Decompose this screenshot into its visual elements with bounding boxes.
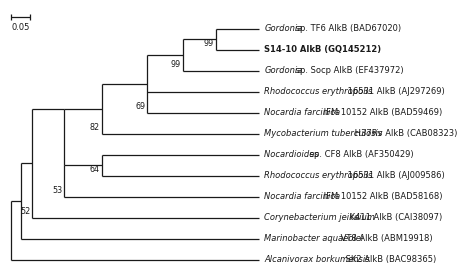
Text: Gordonia: Gordonia: [264, 24, 302, 33]
Text: 53: 53: [52, 186, 62, 195]
Text: Nocardia farcinica: Nocardia farcinica: [264, 108, 340, 117]
Text: Marinobacter aquaeolei: Marinobacter aquaeolei: [264, 234, 364, 243]
Text: sp. Socp AlkB (EF437972): sp. Socp AlkB (EF437972): [293, 66, 403, 75]
Text: IFM 10152 AlkB (BAD58168): IFM 10152 AlkB (BAD58168): [321, 192, 442, 201]
Text: 82: 82: [90, 123, 100, 132]
Text: sp. CF8 AlkB (AF350429): sp. CF8 AlkB (AF350429): [307, 150, 413, 159]
Text: Corynebacterium jeikeium: Corynebacterium jeikeium: [264, 213, 375, 222]
Text: 52: 52: [20, 207, 30, 216]
Text: VT8 AlkB (ABM19918): VT8 AlkB (ABM19918): [338, 234, 433, 243]
Text: 16531 AlkB (AJ009586): 16531 AlkB (AJ009586): [345, 171, 445, 180]
Text: S14-10 AlkB (GQ145212): S14-10 AlkB (GQ145212): [264, 45, 381, 54]
Text: 16531 AlkB (AJ297269): 16531 AlkB (AJ297269): [345, 87, 445, 96]
Text: 64: 64: [90, 165, 100, 174]
Text: Alcanivorax borkumensis: Alcanivorax borkumensis: [264, 255, 370, 264]
Text: 99: 99: [171, 60, 181, 69]
Text: Rhodococcus erythropolis: Rhodococcus erythropolis: [264, 87, 373, 96]
Text: Nocardioides: Nocardioides: [264, 150, 321, 159]
Text: Gordonia: Gordonia: [264, 66, 302, 75]
Text: 99: 99: [203, 39, 214, 48]
Text: K411 AlkB (CAI38097): K411 AlkB (CAI38097): [347, 213, 442, 222]
Text: 0.05: 0.05: [11, 23, 30, 33]
Text: sp. TF6 AlkB (BAD67020): sp. TF6 AlkB (BAD67020): [293, 24, 401, 33]
Text: Mycobacterium tuberculosis: Mycobacterium tuberculosis: [264, 129, 383, 138]
Text: SK2 AlkB (BAC98365): SK2 AlkB (BAC98365): [343, 255, 436, 264]
Text: IFM 10152 AlkB (BAD59469): IFM 10152 AlkB (BAD59469): [321, 108, 442, 117]
Text: Rhodococcus erythropolis: Rhodococcus erythropolis: [264, 171, 373, 180]
Text: H37Rv AlkB (CAB08323): H37Rv AlkB (CAB08323): [352, 129, 458, 138]
Text: 69: 69: [136, 102, 146, 111]
Text: Nocardia farcinica: Nocardia farcinica: [264, 192, 340, 201]
